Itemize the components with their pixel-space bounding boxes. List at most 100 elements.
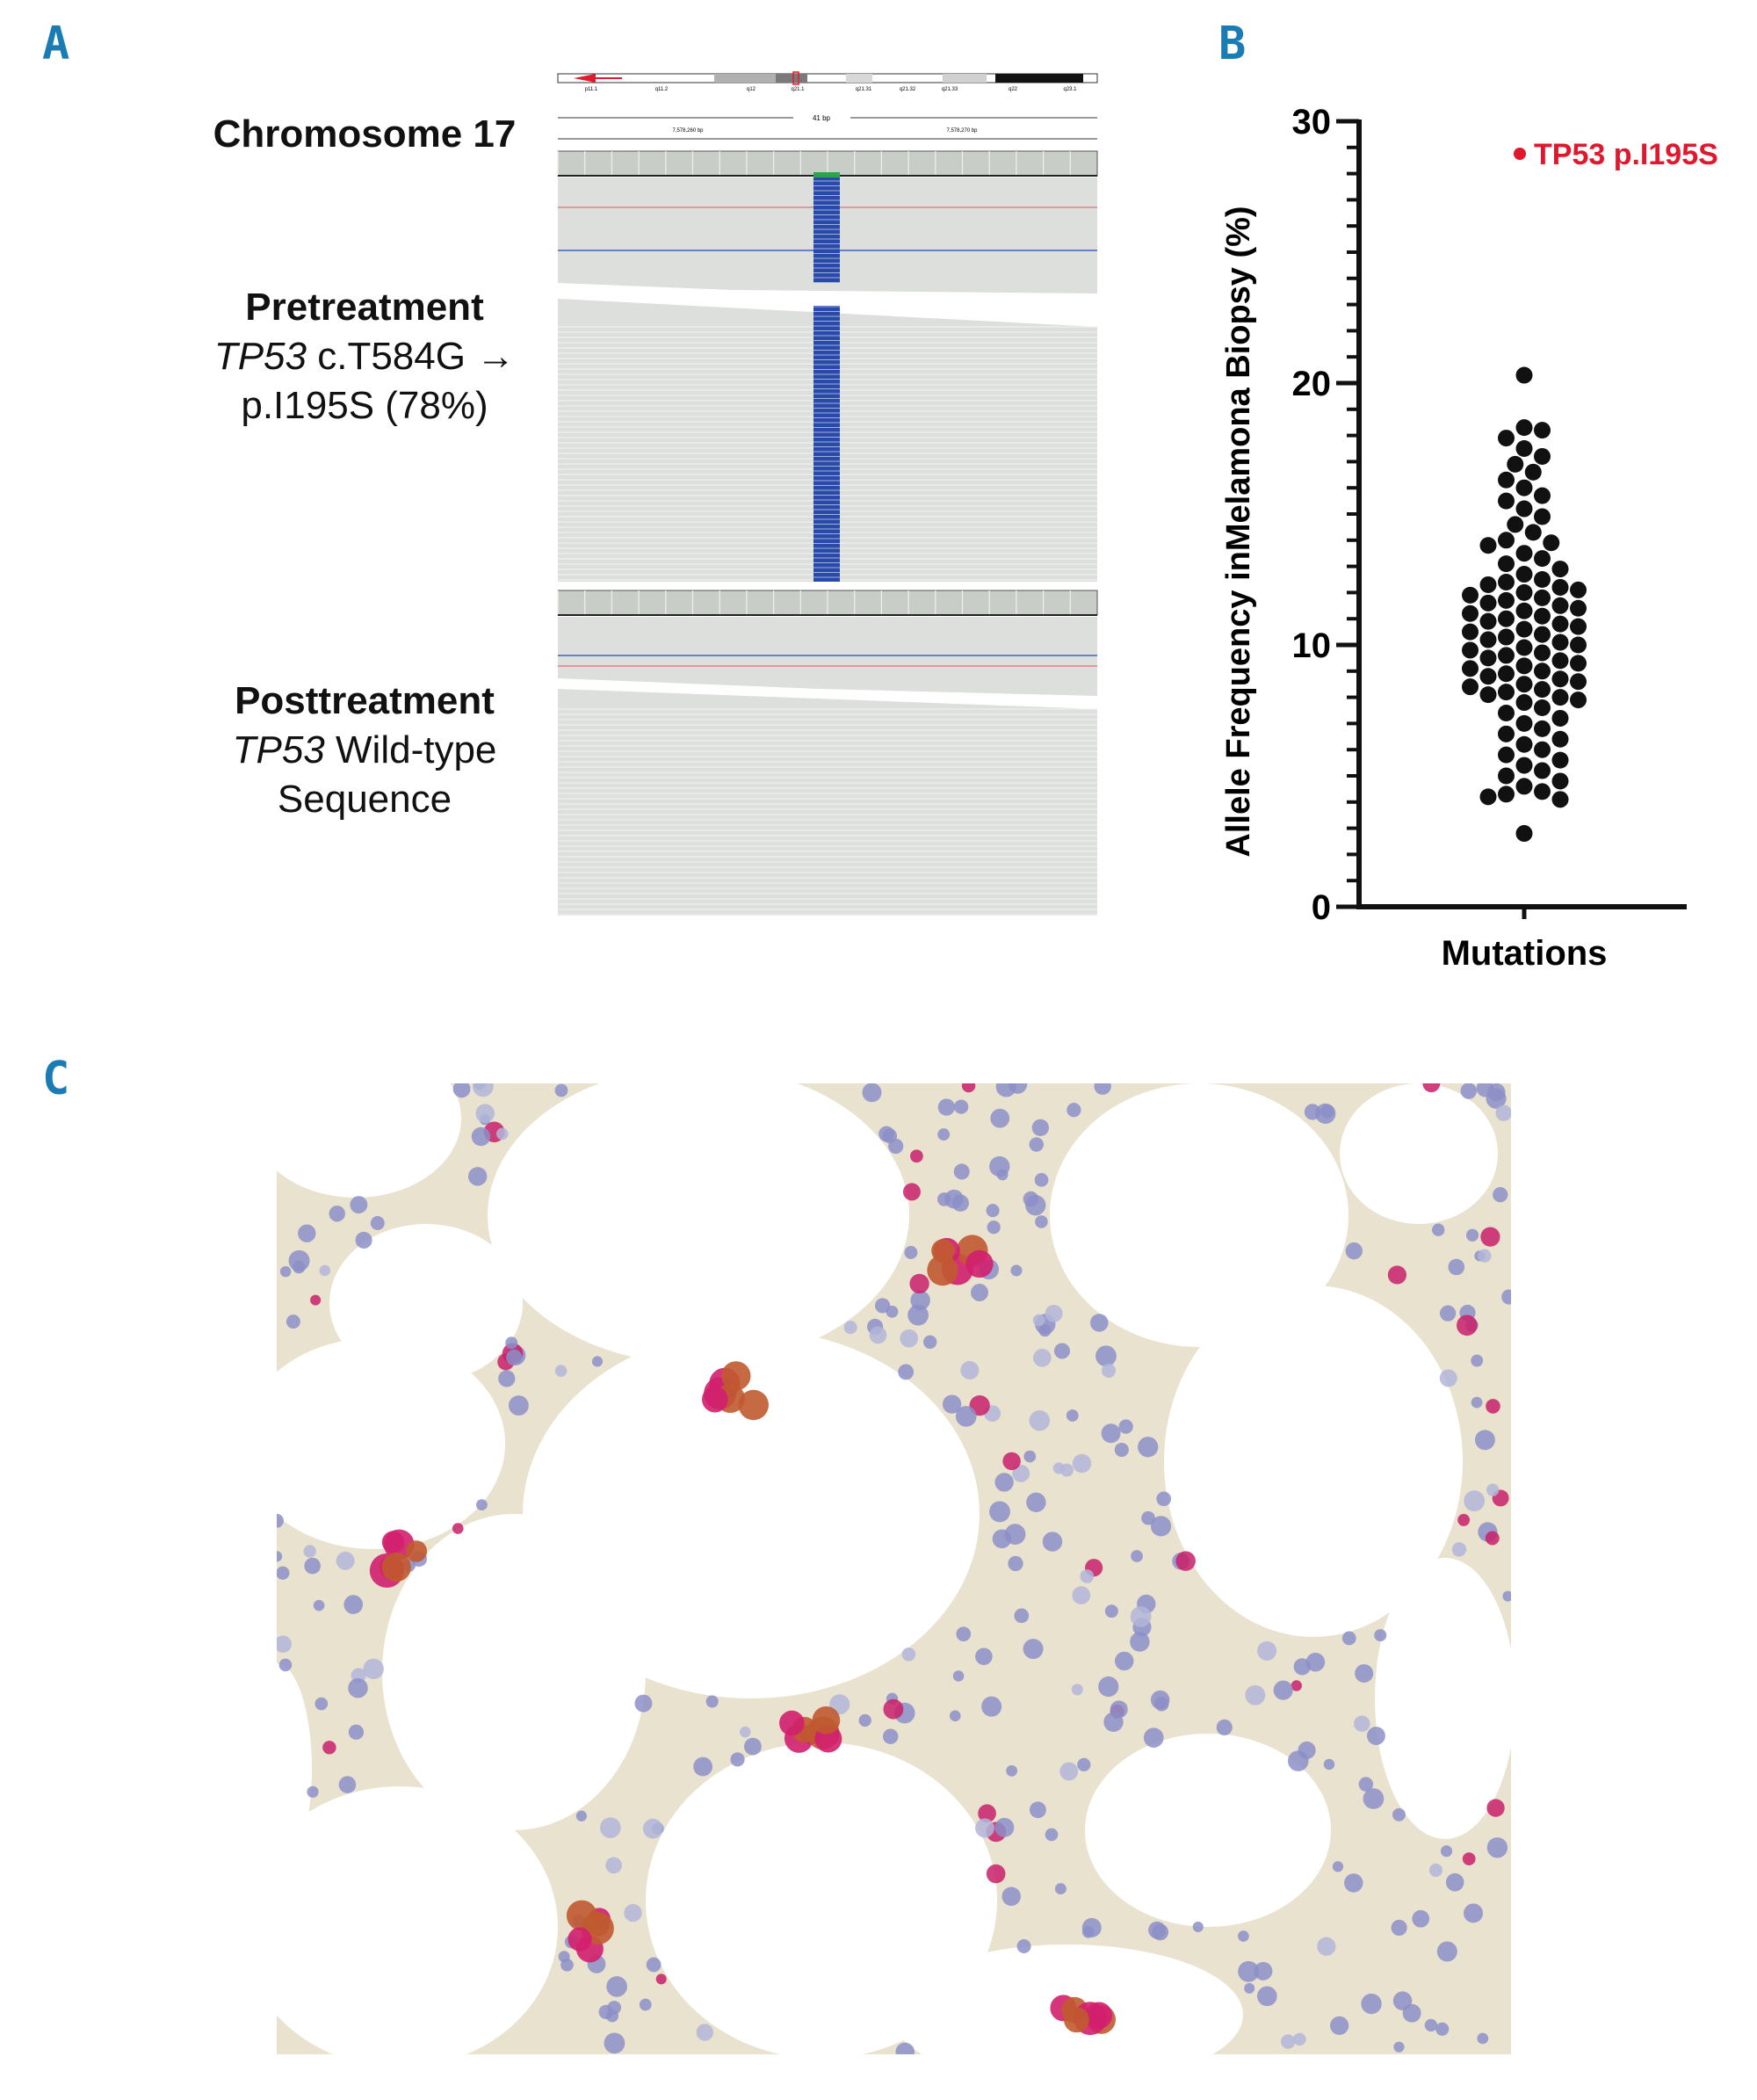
coord-right-label: 7,578,270 bp	[946, 128, 978, 134]
data-point	[1498, 492, 1515, 510]
posttreatment-reads	[558, 617, 1097, 916]
data-point	[1479, 668, 1497, 685]
posttreatment-sequence: Sequence	[277, 778, 452, 821]
data-point	[1515, 479, 1533, 496]
data-point	[1498, 471, 1515, 489]
mutation-column-lower	[813, 306, 840, 582]
data-point	[1462, 605, 1479, 622]
data-point	[1551, 652, 1569, 670]
data-point	[1479, 576, 1497, 593]
ideogram-band-q21.1: q21.1	[791, 87, 805, 92]
y-tick-label: 0	[1312, 888, 1331, 927]
data-point	[1515, 778, 1533, 795]
data-point	[1515, 825, 1533, 843]
data-point	[1534, 607, 1551, 625]
data-point	[1515, 440, 1533, 457]
data-point	[1498, 767, 1515, 785]
data-point	[1479, 537, 1497, 554]
mutation-column-upper	[813, 177, 840, 283]
data-point	[1551, 791, 1569, 808]
data-point	[1551, 709, 1569, 727]
data-point	[1534, 589, 1551, 606]
coord-left-label: 7,578,260 bp	[672, 128, 704, 134]
data-point	[1551, 670, 1569, 688]
data-point	[1498, 532, 1515, 549]
data-point	[1551, 578, 1569, 596]
data-point	[1534, 783, 1551, 800]
data-point	[1515, 620, 1533, 638]
data-point	[1551, 751, 1569, 769]
data-point	[1551, 597, 1569, 614]
data-point	[1462, 678, 1479, 696]
ideogram-band-p11.1: p11.1	[585, 87, 598, 92]
data-point	[1570, 692, 1587, 709]
data-point	[1498, 684, 1515, 701]
x-category-label: Mutations	[1442, 934, 1608, 973]
posttreatment-title: Posttreatment	[235, 679, 495, 722]
panel-label-c: C	[42, 1053, 70, 1105]
data-point	[1498, 704, 1515, 721]
data-point	[1498, 430, 1515, 447]
data-point	[1462, 641, 1479, 659]
data-point	[1524, 463, 1542, 481]
data-point	[1479, 612, 1497, 630]
pretreatment-mutation: TP53 c.T584G →	[189, 332, 540, 381]
ideogram-band-q12: q12	[747, 87, 756, 92]
data-point	[1534, 626, 1551, 643]
data-point	[1498, 746, 1515, 764]
data-point	[1515, 694, 1533, 712]
bone-marrow-histology-image	[277, 1083, 1511, 2054]
data-point	[1498, 610, 1515, 627]
data-point	[1551, 561, 1569, 578]
data-point	[1515, 366, 1533, 384]
data-point	[1479, 594, 1497, 612]
data-point	[1570, 618, 1587, 635]
y-tick-label: 10	[1292, 626, 1332, 665]
data-point	[1515, 714, 1533, 732]
data-point	[1534, 663, 1551, 680]
data-point	[1551, 772, 1569, 790]
chromosome-ideogram	[557, 71, 1098, 85]
pretreatment-protein: p.I195S (78%)	[241, 384, 488, 427]
data-point	[1534, 422, 1551, 439]
data-point	[1498, 647, 1515, 664]
window-size-label: 41 bp	[813, 114, 831, 122]
data-point	[1534, 644, 1551, 662]
data-point	[1515, 639, 1533, 656]
data-point	[1515, 657, 1533, 675]
legend-marker	[1514, 148, 1526, 160]
data-point	[1479, 686, 1497, 704]
post-wildtype: Wild-type	[336, 728, 497, 771]
ideogram-band-q11.2: q11.2	[655, 87, 669, 92]
data-point	[1570, 581, 1587, 598]
data-point	[1515, 602, 1533, 619]
data-point	[1462, 586, 1479, 604]
ideogram-band-q21.33: q21.33	[942, 87, 958, 92]
data-point	[1534, 720, 1551, 737]
data-point	[1498, 573, 1515, 590]
data-point	[1498, 665, 1515, 683]
data-point	[1534, 550, 1551, 568]
allele-frequency-chart: 0 10 20 30 Mutations Allele Frequency inMelam…	[1220, 103, 1718, 973]
data-point	[1515, 545, 1533, 562]
pretreatment-label: Pretreatment TP53 c.T584G → p.I195S (78%…	[189, 283, 540, 431]
panel-label-a: A	[42, 18, 70, 70]
data-point	[1534, 699, 1551, 717]
data-point	[1515, 757, 1533, 774]
data-point	[1534, 508, 1551, 525]
data-point	[1570, 599, 1587, 617]
data-point	[1498, 628, 1515, 646]
data-point	[1524, 524, 1542, 541]
data-point	[1498, 725, 1515, 742]
data-point	[1498, 786, 1515, 803]
data-point	[1534, 571, 1551, 588]
data-point	[1551, 634, 1569, 651]
data-point	[1534, 762, 1551, 779]
data-point	[1570, 673, 1587, 691]
data-point	[1515, 500, 1533, 518]
posttreatment-desc: TP53 Wild-type	[189, 726, 540, 775]
data-point	[1534, 447, 1551, 465]
data-point	[1570, 636, 1587, 654]
ideogram-band-q21.32: q21.32	[900, 87, 916, 92]
data-point	[1462, 660, 1479, 677]
